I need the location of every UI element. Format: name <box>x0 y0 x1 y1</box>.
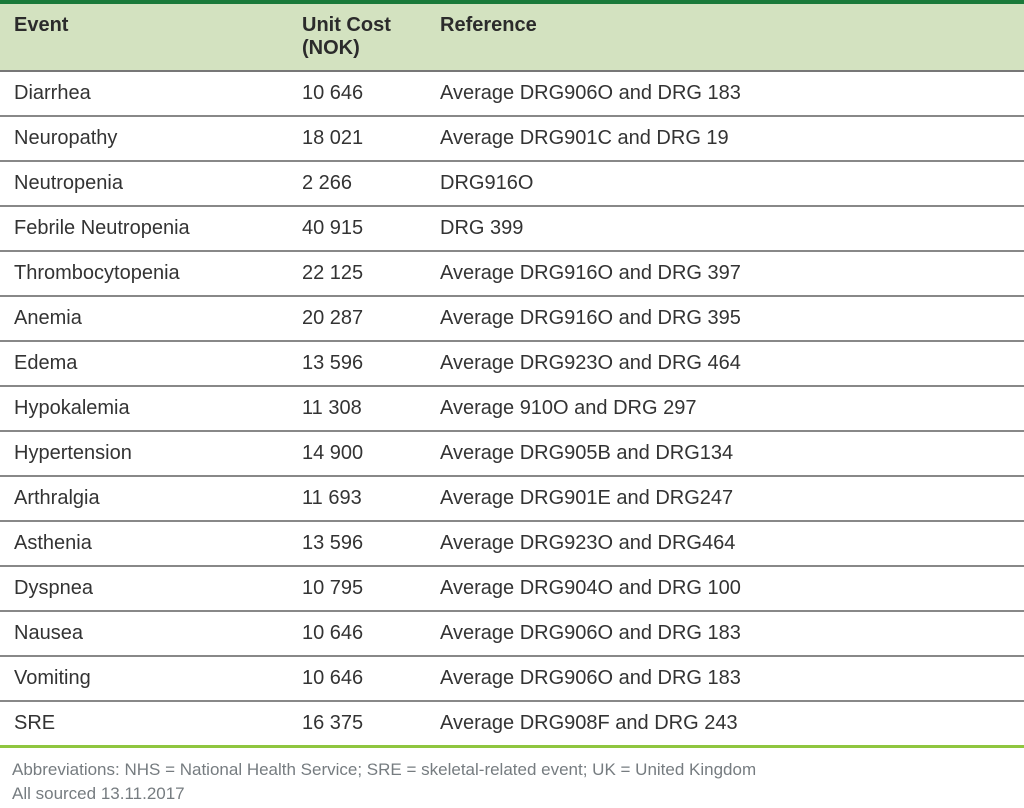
table-row: Neutropenia2 266DRG916O <box>0 161 1024 206</box>
cell-event: Dyspnea <box>0 566 288 611</box>
cell-event: SRE <box>0 701 288 747</box>
cell-unit-cost: 18 021 <box>288 116 426 161</box>
cell-unit-cost: 22 125 <box>288 251 426 296</box>
cell-event: Diarrhea <box>0 71 288 116</box>
table-row: Vomiting10 646Average DRG906O and DRG 18… <box>0 656 1024 701</box>
cell-unit-cost: 10 646 <box>288 71 426 116</box>
table-row: Nausea10 646Average DRG906O and DRG 183 <box>0 611 1024 656</box>
cell-reference: Average DRG923O and DRG 464 <box>426 341 1024 386</box>
table-row: Asthenia13 596Average DRG923O and DRG464 <box>0 521 1024 566</box>
cell-reference: DRG 399 <box>426 206 1024 251</box>
col-header-event: Event <box>0 2 288 71</box>
cell-reference: Average DRG906O and DRG 183 <box>426 71 1024 116</box>
event-cost-table: Event Unit Cost (NOK) Reference Diarrhea… <box>0 0 1024 748</box>
cell-reference: Average DRG905B and DRG134 <box>426 431 1024 476</box>
cell-event: Neuropathy <box>0 116 288 161</box>
cell-reference: Average DRG906O and DRG 183 <box>426 656 1024 701</box>
table-row: Anemia20 287Average DRG916O and DRG 395 <box>0 296 1024 341</box>
cell-unit-cost: 10 795 <box>288 566 426 611</box>
table-row: Febrile Neutropenia40 915DRG 399 <box>0 206 1024 251</box>
cell-reference: Average DRG906O and DRG 183 <box>426 611 1024 656</box>
col-header-reference: Reference <box>426 2 1024 71</box>
table-row: Edema13 596Average DRG923O and DRG 464 <box>0 341 1024 386</box>
table-row: Diarrhea10 646Average DRG906O and DRG 18… <box>0 71 1024 116</box>
col-header-unit-cost: Unit Cost (NOK) <box>288 2 426 71</box>
table-row: SRE16 375Average DRG908F and DRG 243 <box>0 701 1024 747</box>
cell-event: Edema <box>0 341 288 386</box>
cell-event: Asthenia <box>0 521 288 566</box>
cell-reference: Average 910O and DRG 297 <box>426 386 1024 431</box>
cell-event: Nausea <box>0 611 288 656</box>
cell-unit-cost: 2 266 <box>288 161 426 206</box>
cell-event: Anemia <box>0 296 288 341</box>
cell-event: Hypertension <box>0 431 288 476</box>
cell-unit-cost: 16 375 <box>288 701 426 747</box>
table-header-row: Event Unit Cost (NOK) Reference <box>0 2 1024 71</box>
cell-reference: Average DRG923O and DRG464 <box>426 521 1024 566</box>
table-row: Arthralgia11 693Average DRG901E and DRG2… <box>0 476 1024 521</box>
cell-reference: Average DRG916O and DRG 397 <box>426 251 1024 296</box>
cell-event: Neutropenia <box>0 161 288 206</box>
table-container: Event Unit Cost (NOK) Reference Diarrhea… <box>0 0 1024 804</box>
cell-event: Arthralgia <box>0 476 288 521</box>
cell-unit-cost: 13 596 <box>288 341 426 386</box>
footnote-sourced: All sourced 13.11.2017 <box>12 784 1012 804</box>
cell-unit-cost: 13 596 <box>288 521 426 566</box>
cell-event: Thrombocytopenia <box>0 251 288 296</box>
cell-reference: DRG916O <box>426 161 1024 206</box>
cell-reference: Average DRG908F and DRG 243 <box>426 701 1024 747</box>
cell-unit-cost: 11 693 <box>288 476 426 521</box>
cell-event: Vomiting <box>0 656 288 701</box>
cell-event: Febrile Neutropenia <box>0 206 288 251</box>
cell-unit-cost: 20 287 <box>288 296 426 341</box>
footnote-abbreviations: Abbreviations: NHS = National Health Ser… <box>12 760 1012 780</box>
cell-reference: Average DRG901E and DRG247 <box>426 476 1024 521</box>
table-row: Thrombocytopenia22 125Average DRG916O an… <box>0 251 1024 296</box>
cell-reference: Average DRG901C and DRG 19 <box>426 116 1024 161</box>
footnotes: Abbreviations: NHS = National Health Ser… <box>0 748 1024 804</box>
cell-event: Hypokalemia <box>0 386 288 431</box>
table-row: Neuropathy18 021Average DRG901C and DRG … <box>0 116 1024 161</box>
cell-unit-cost: 11 308 <box>288 386 426 431</box>
cell-unit-cost: 40 915 <box>288 206 426 251</box>
cell-reference: Average DRG904O and DRG 100 <box>426 566 1024 611</box>
table-row: Hypokalemia11 308Average 910O and DRG 29… <box>0 386 1024 431</box>
cell-unit-cost: 14 900 <box>288 431 426 476</box>
table-row: Hypertension14 900Average DRG905B and DR… <box>0 431 1024 476</box>
table-row: Dyspnea10 795Average DRG904O and DRG 100 <box>0 566 1024 611</box>
cell-unit-cost: 10 646 <box>288 656 426 701</box>
cell-unit-cost: 10 646 <box>288 611 426 656</box>
cell-reference: Average DRG916O and DRG 395 <box>426 296 1024 341</box>
